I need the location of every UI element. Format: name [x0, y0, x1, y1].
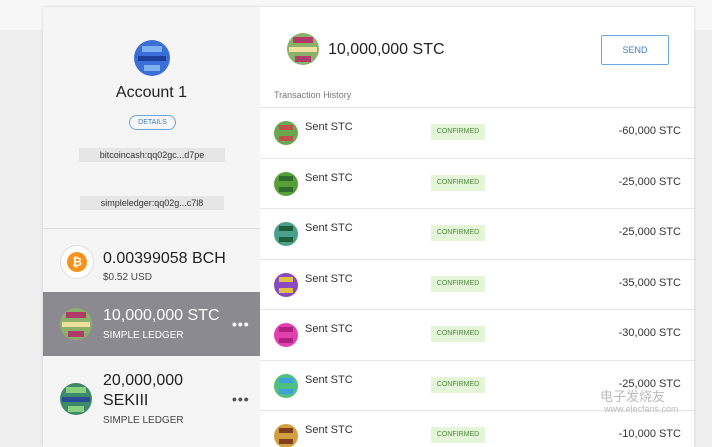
token-subtitle: SIMPLE LEDGER: [103, 415, 184, 426]
tx-status: CONFIRMED: [431, 225, 485, 241]
watermark-url: www.elecfans.com: [604, 404, 679, 414]
token-amount: 0.00399058 BCH: [103, 250, 226, 267]
tx-status: CONFIRMED: [431, 427, 485, 443]
token-amount: 20,000,000 SEKIII: [103, 372, 184, 409]
bch-icon: ₿: [60, 245, 94, 279]
token-subtitle: $0.52 USD: [103, 272, 152, 283]
transaction-row[interactable]: Sent STC CONFIRMED -25,000 STC: [260, 359, 694, 411]
account-name: Account 1: [115, 84, 188, 101]
token-subtitle: SIMPLE LEDGER: [103, 330, 184, 341]
token-avatar: [60, 308, 92, 340]
tx-label: Sent STC: [305, 424, 353, 436]
token-amount: 10,000,000 STC: [103, 307, 220, 324]
wallet-card: Account 1 DETAILS bitcoincash:qq02gc...d…: [43, 7, 694, 447]
account-avatar: [134, 40, 170, 76]
divider: [43, 228, 260, 229]
tx-amount: -10,000 STC: [618, 428, 681, 440]
transaction-row[interactable]: Sent STC CONFIRMED -35,000 STC: [260, 258, 694, 310]
transaction-row[interactable]: Sent STC CONFIRMED -10,000 STC: [260, 410, 694, 447]
tx-status: CONFIRMED: [431, 275, 485, 292]
sidebar: Account 1 DETAILS bitcoincash:qq02gc...d…: [43, 7, 260, 447]
tx-label: Sent STC: [305, 222, 353, 234]
transaction-row[interactable]: Sent STC CONFIRMED -25,000 STC: [260, 157, 694, 209]
tx-avatar: [274, 272, 298, 297]
transaction-row[interactable]: Sent STC CONFIRMED -30,000 STC: [260, 309, 694, 360]
tx-amount: -35,000 STC: [618, 276, 681, 289]
tx-amount: -60,000 STC: [618, 125, 681, 137]
tx-avatar: [274, 121, 298, 145]
address-chip[interactable]: simpleledger:qq02g...c7l8: [80, 196, 224, 210]
tx-avatar: [274, 171, 298, 196]
tx-avatar: [274, 323, 298, 347]
tx-label: Sent STC: [305, 272, 353, 285]
transaction-row[interactable]: Sent STC CONFIRMED -60,000 STC: [260, 107, 694, 158]
token-menu[interactable]: •••: [232, 316, 250, 332]
page: {"account": {"name": "Account 1", "detai…: [43, 7, 694, 447]
tx-avatar: [274, 222, 298, 246]
tx-label: Sent STC: [305, 121, 353, 133]
tx-avatar: [274, 373, 298, 398]
history-title: Transaction History: [274, 90, 352, 100]
details-button[interactable]: DETAILS: [129, 115, 176, 130]
token-row[interactable]: 20,000,000 SEKIII SIMPLE LEDGER •••: [43, 357, 260, 447]
balance-avatar: [287, 33, 319, 65]
balance: 10,000,000 STC: [328, 41, 445, 58]
tx-status: CONFIRMED: [431, 124, 485, 140]
tx-amount: -25,000 STC: [618, 226, 681, 238]
watermark-brand: 电子发烧友: [600, 389, 666, 404]
tx-amount: -25,000 STC: [618, 175, 681, 188]
tx-label: Sent STC: [305, 323, 353, 335]
tx-label: Sent STC: [305, 373, 353, 386]
address-chip[interactable]: bitcoincash:qq02gc...d7pe: [79, 148, 225, 162]
tx-amount: -25,000 STC: [618, 377, 681, 390]
send-button[interactable]: SEND: [601, 35, 669, 65]
token-menu[interactable]: •••: [232, 391, 250, 407]
tx-status: CONFIRMED: [431, 174, 485, 191]
tx-status: CONFIRMED: [431, 376, 485, 393]
tx-label: Sent STC: [305, 171, 353, 184]
token-avatar: [60, 383, 92, 415]
tx-avatar: [274, 424, 298, 447]
transaction-row[interactable]: Sent STC CONFIRMED -25,000 STC: [260, 208, 694, 259]
tx-amount: -30,000 STC: [618, 327, 681, 339]
tx-status: CONFIRMED: [431, 326, 485, 342]
token-row[interactable]: ₿ 0.00399058 BCH $0.52 USD: [43, 229, 260, 291]
token-row-selected[interactable]: 10,000,000 STC SIMPLE LEDGER •••: [43, 292, 260, 356]
